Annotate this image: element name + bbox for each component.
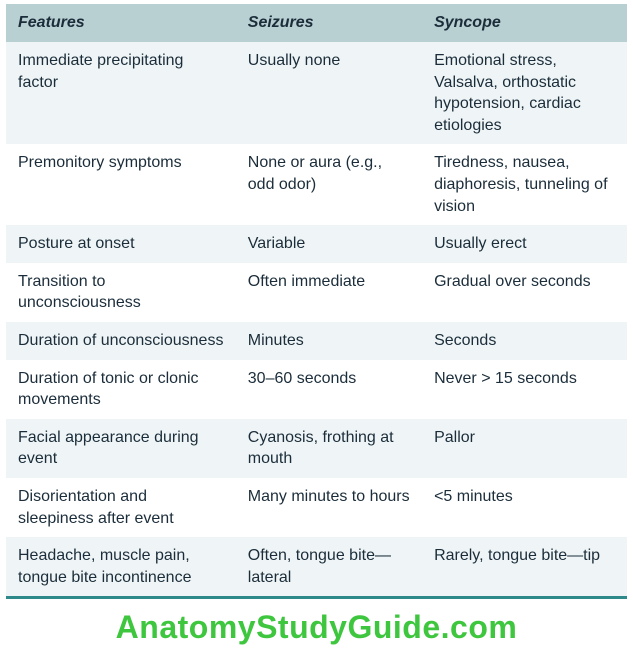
table-cell: 30–60 seconds (236, 360, 422, 419)
table-cell: <5 minutes (422, 478, 627, 537)
table-header: FeaturesSeizuresSyncope (6, 4, 627, 42)
table-cell: Transition to unconsciousness (6, 263, 236, 322)
table-row: Duration of tonic or clonic movements30–… (6, 360, 627, 419)
table-cell: Emotional stress, Valsalva, orthostatic … (422, 42, 627, 144)
table-cell: Usually erect (422, 225, 627, 263)
column-header: Features (6, 4, 236, 42)
table-cell: Immediate precipitating factor (6, 42, 236, 144)
table-cell: Usually none (236, 42, 422, 144)
table-container: FeaturesSeizuresSyncope Immediate precip… (0, 0, 633, 658)
table-row: Immediate precipitating factorUsually no… (6, 42, 627, 144)
table-cell: Duration of unconsciousness (6, 322, 236, 360)
table-cell: Headache, muscle pain, tongue bite incon… (6, 537, 236, 598)
table-cell: Seconds (422, 322, 627, 360)
table-row: Facial appearance during eventCyanosis, … (6, 419, 627, 478)
table-row: Transition to unconsciousnessOften immed… (6, 263, 627, 322)
column-header: Seizures (236, 4, 422, 42)
watermark-text: AnatomyStudyGuide.com (6, 599, 627, 652)
comparison-table: FeaturesSeizuresSyncope Immediate precip… (6, 4, 627, 599)
table-cell: Minutes (236, 322, 422, 360)
table-cell: Pallor (422, 419, 627, 478)
table-cell: Disorientation and sleepiness after even… (6, 478, 236, 537)
table-cell: Variable (236, 225, 422, 263)
table-cell: Cyanosis, frothing at mouth (236, 419, 422, 478)
table-row: Duration of unconsciousnessMinutesSecond… (6, 322, 627, 360)
table-cell: Gradual over seconds (422, 263, 627, 322)
table-cell: Often immediate (236, 263, 422, 322)
table-cell: Never > 15 seconds (422, 360, 627, 419)
table-cell: Duration of tonic or clonic movements (6, 360, 236, 419)
table-cell: Many minutes to hours (236, 478, 422, 537)
table-cell: Premonitory symptoms (6, 144, 236, 225)
table-cell: None or aura (e.g., odd odor) (236, 144, 422, 225)
table-row: Posture at onsetVariableUsually erect (6, 225, 627, 263)
table-cell: Rarely, tongue bite—tip (422, 537, 627, 598)
table-row: Premonitory symptomsNone or aura (e.g., … (6, 144, 627, 225)
table-cell: Often, tongue bite—lateral (236, 537, 422, 598)
table-row: Headache, muscle pain, tongue bite incon… (6, 537, 627, 598)
table-cell: Facial appearance during event (6, 419, 236, 478)
column-header: Syncope (422, 4, 627, 42)
table-row: Disorientation and sleepiness after even… (6, 478, 627, 537)
table-cell: Posture at onset (6, 225, 236, 263)
table-cell: Tiredness, nausea, diaphoresis, tunnelin… (422, 144, 627, 225)
table-body: Immediate precipitating factorUsually no… (6, 42, 627, 598)
